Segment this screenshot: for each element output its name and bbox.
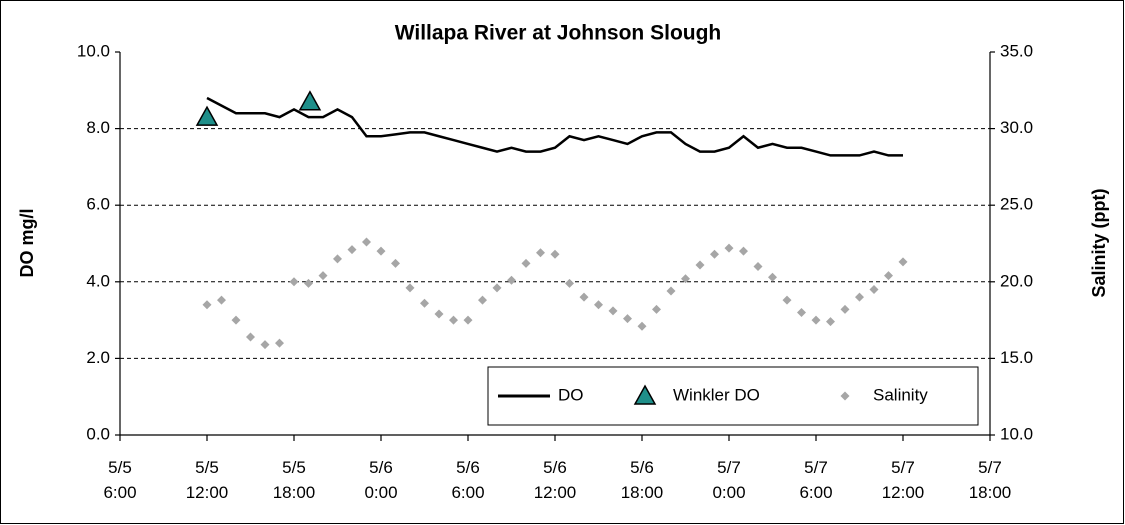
x-tick-label: 5/6 6:00 (451, 458, 484, 502)
legend-swatch (840, 391, 850, 401)
y-tick-label: 4.0 (86, 271, 110, 290)
salinity-marker (304, 278, 313, 288)
salinity-marker (347, 245, 357, 255)
x-tick-label: 5/7 18:00 (969, 458, 1012, 502)
x-tick-label: 5/6 18:00 (621, 458, 664, 502)
salinity-marker (579, 292, 589, 302)
y-tick-label: 2.0 (86, 348, 110, 367)
salinity-marker (898, 257, 908, 267)
salinity-marker (362, 237, 371, 247)
salinity-marker (449, 315, 458, 325)
salinity-marker (666, 286, 676, 296)
salinity-marker (826, 317, 835, 327)
salinity-marker (463, 315, 473, 325)
salinity-marker (434, 309, 444, 319)
salinity-marker (289, 277, 299, 287)
salinity-marker (608, 306, 618, 316)
y2-tick-label: 15.0 (1000, 348, 1033, 367)
do-line (206, 96, 903, 157)
salinity-marker (550, 249, 560, 259)
legend-box (487, 366, 979, 426)
salinity-marker (768, 272, 777, 282)
y-axis-title: DO mg/l (17, 208, 37, 277)
salinity-marker (231, 315, 241, 325)
salinity-marker (623, 314, 632, 324)
salinity-marker (405, 283, 415, 293)
y-tick-label: 10.0 (77, 41, 110, 60)
salinity-marker (376, 246, 386, 256)
salinity-marker (840, 304, 850, 314)
salinity-marker (478, 295, 487, 305)
salinity-marker (318, 271, 328, 281)
salinity-marker (333, 254, 342, 264)
salinity-marker (710, 249, 719, 259)
salinity-marker (695, 260, 705, 270)
salinity-marker (652, 304, 661, 314)
x-tick-label: 5/5 12:00 (186, 458, 229, 502)
salinity-marker (565, 278, 574, 288)
salinity-marker (739, 246, 748, 256)
salinity-marker (391, 258, 400, 268)
salinity-marker (753, 261, 763, 271)
y-tick-label: 6.0 (86, 195, 110, 214)
salinity-marker (724, 243, 734, 253)
x-tick-label: 5/7 12:00 (882, 458, 925, 502)
salinity-marker (492, 283, 502, 293)
y2-tick-label: 10.0 (1000, 424, 1033, 443)
salinity-marker (811, 315, 821, 325)
salinity-marker (246, 332, 255, 342)
salinity-marker (884, 271, 893, 281)
x-tick-label: 5/6 0:00 (364, 458, 397, 502)
x-tick-label: 5/7 0:00 (712, 458, 745, 502)
salinity-marker (594, 300, 603, 310)
y2-tick-label: 35.0 (1000, 41, 1033, 60)
y-tick-label: 0.0 (86, 424, 110, 443)
x-tick-label: 5/5 6:00 (103, 458, 136, 502)
salinity-marker (869, 284, 879, 294)
y2-tick-label: 30.0 (1000, 118, 1033, 137)
salinity-marker (420, 298, 429, 308)
y-tick-label: 8.0 (86, 118, 110, 137)
winkler-marker (195, 105, 219, 126)
salinity-marker (521, 258, 531, 268)
winkler-marker (298, 90, 322, 111)
salinity-marker (536, 248, 545, 258)
legend-swatch (633, 384, 657, 405)
salinity-marker (782, 295, 792, 305)
salinity-marker (202, 300, 212, 310)
legend-label: Salinity (873, 385, 928, 404)
chart-title: Willapa River at Johnson Slough (395, 22, 722, 45)
salinity-marker (507, 275, 516, 285)
y2-tick-label: 25.0 (1000, 195, 1033, 214)
legend-label: Winkler DO (673, 385, 760, 404)
salinity-marker (275, 338, 284, 348)
y2-axis-title: Salinity (ppt) (1089, 189, 1109, 298)
x-tick-label: 5/5 18:00 (273, 458, 316, 502)
salinity-marker (637, 321, 647, 331)
salinity-marker (681, 274, 690, 284)
x-tick-label: 5/7 6:00 (799, 458, 832, 502)
x-tick-label: 5/6 12:00 (534, 458, 577, 502)
y2-tick-label: 20.0 (1000, 271, 1033, 290)
salinity-marker (855, 292, 864, 302)
salinity-marker (217, 295, 226, 305)
salinity-marker (797, 307, 806, 317)
salinity-marker (260, 340, 270, 350)
legend-label: DO (558, 385, 584, 404)
